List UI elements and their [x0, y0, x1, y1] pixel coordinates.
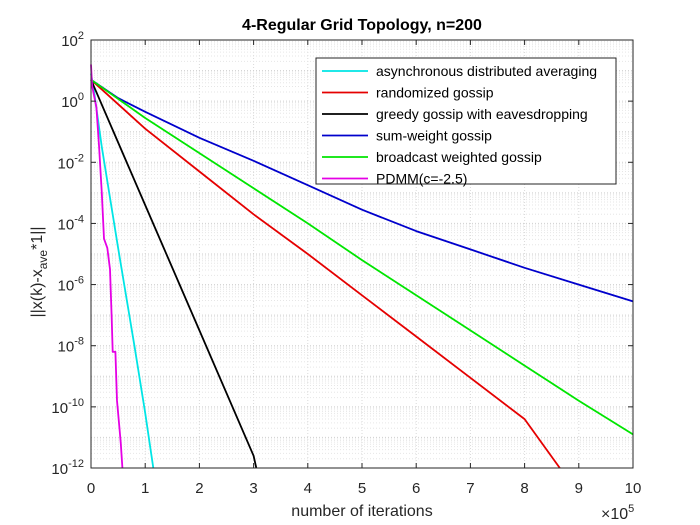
legend-label: sum-weight gossip [376, 128, 492, 144]
x-axis-label: number of iterations [291, 503, 432, 520]
x-tick-label: 7 [466, 480, 474, 497]
series-line-1 [90, 73, 155, 469]
y-tick-label: 102 [61, 30, 84, 50]
ticks [90, 39, 634, 469]
x-tick-label: 1 [141, 480, 149, 497]
x-tick-label: 2 [195, 480, 203, 497]
x-tick-label: 10 [625, 480, 642, 497]
series-group [90, 64, 634, 469]
y-tick-label: 10-8 [58, 336, 84, 356]
x-tick-label: 5 [358, 480, 366, 497]
chart-title: 4-Regular Grid Topology, n=200 [242, 17, 482, 34]
x-tick-label: 0 [87, 480, 95, 497]
series-line-4 [90, 78, 634, 303]
legend-label: asynchronous distributed averaging [376, 63, 597, 79]
y-axis-label: ||x(k)-xave*1|| [29, 226, 50, 317]
y-axis-label-sub: ave [36, 250, 50, 270]
legend-box [315, 57, 617, 185]
legend-label: PDMM(c=-2.5) [376, 171, 467, 187]
x-exponent-power: 5 [628, 503, 634, 515]
legend-label: randomized gossip [376, 85, 494, 101]
series-line-2 [90, 79, 561, 469]
y-tick-label: 10-12 [51, 458, 84, 478]
x-tick-label: 6 [412, 480, 420, 497]
y-axis-label-main: ||x(k)-x [29, 269, 46, 317]
y-tick-label: 100 [61, 91, 84, 111]
y-tick-label: 10-4 [58, 213, 84, 233]
y-axis-label-rest: *1|| [29, 226, 46, 249]
x-tick-label: 8 [520, 480, 528, 497]
legend-label: greedy gossip with eavesdropping [376, 106, 588, 122]
x-tick-label: 3 [249, 480, 257, 497]
legend-label: broadcast weighted gossip [376, 149, 542, 165]
y-tick-label: 10-6 [58, 275, 84, 295]
series-line-5 [90, 78, 634, 436]
x-exponent-label: ×105 [601, 503, 634, 523]
x-tick-label: 9 [575, 480, 583, 497]
series-line-3 [90, 79, 258, 469]
x-tick-labels: 0 1 2 3 4 5 6 7 8 9 10 [87, 480, 642, 497]
y-tick-label: 10-10 [51, 397, 84, 417]
y-tick-label: 10-2 [58, 152, 84, 172]
x-tick-label: 4 [304, 480, 312, 497]
series-line-6 [90, 64, 124, 469]
x-exponent-base: ×10 [601, 506, 628, 523]
y-tick-labels: 102 100 10-2 10-4 10-6 10-8 10-10 10-12 [51, 30, 84, 478]
legend: asynchronous distributed averaging random… [315, 57, 617, 187]
